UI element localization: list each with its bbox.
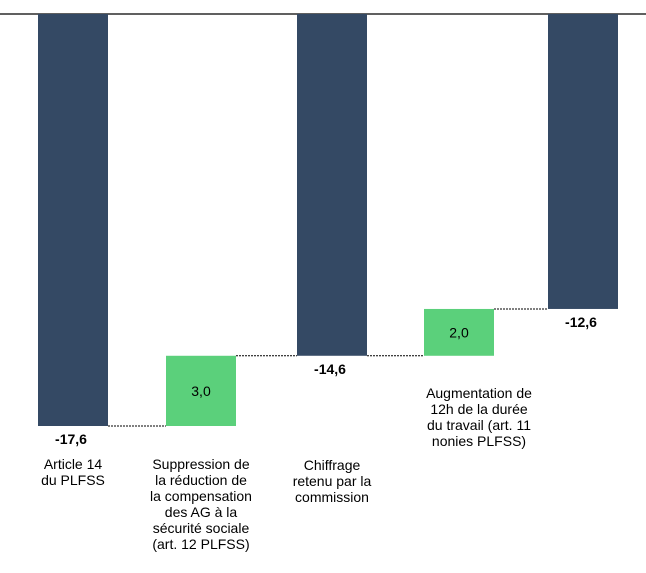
- bar-delta: [166, 355, 236, 426]
- bar-delta: [424, 308, 494, 356]
- bar-total: [38, 14, 108, 426]
- category-label: Chiffrage retenu par la commission: [293, 457, 372, 505]
- value-label: -14,6: [314, 361, 346, 377]
- connector-lines: [108, 308, 548, 427]
- bars: [38, 14, 618, 426]
- category-label: Article 14 du PLFSS: [41, 456, 105, 488]
- value-labels: -17,6 3,0 -14,6 2,0 -12,6: [55, 314, 597, 447]
- bar-total: [548, 14, 618, 309]
- category-labels: Article 14 du PLFSS Suppression de la réduc…: [41, 385, 532, 552]
- bar-total: [297, 14, 367, 356]
- category-label: Suppression de la réduction de la compensa…: [150, 456, 252, 552]
- value-label: -17,6: [55, 431, 87, 447]
- value-label: -12,6: [565, 314, 597, 330]
- value-label: 2,0: [449, 324, 469, 340]
- category-label: Augmentation de 12h de la durée du travail…: [426, 385, 532, 449]
- value-label: 3,0: [191, 383, 211, 399]
